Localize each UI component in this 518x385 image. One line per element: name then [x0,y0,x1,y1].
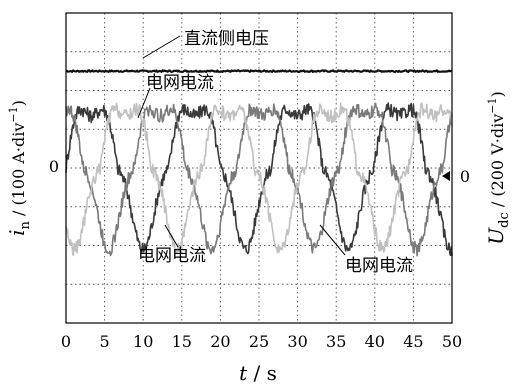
x-tick-label: 40 [365,332,385,351]
dc-zero-arrow [442,171,450,181]
y-zero-label-right: 0 [460,167,470,186]
series-group [65,69,453,257]
y-axis-label-right: Udc / (200 V·div−1) [484,91,512,244]
annotation-leader-current-right [319,224,346,256]
y-zero-label-left: 0 [49,157,59,176]
annotation-leader-dc [142,35,181,59]
x-tick-label: 35 [326,332,346,351]
x-axis-label: t / s [239,361,277,385]
x-tick-label: 25 [249,332,269,351]
annotation-leader-current-left [164,224,179,248]
x-tick-label: 30 [287,332,307,351]
x-tick-labels: 0 5 10 15 20 25 30 35 40 45 50 [61,332,462,351]
grid-current-line [65,102,453,257]
x-tick-label: 15 [172,332,192,351]
annotation-leader-current-top [137,87,151,119]
dc-voltage-line [65,69,453,73]
annotation-grid-current-right: 电网电流 [345,256,413,276]
x-tick-label: 50 [442,332,462,351]
grid-current-line [65,102,453,257]
x-tick-label: 20 [210,332,230,351]
x-tick-label: 0 [61,332,71,351]
plot-frame [65,12,453,324]
x-tick-label: 10 [133,332,153,351]
annotation-dc-voltage: 直流侧电压 [184,29,269,49]
annotation-grid-current-top: 电网电流 [146,73,214,93]
y-axis-label-left: in / (100 A·div−1) [5,100,33,236]
annotation-grid-current-left: 电网电流 [138,246,206,266]
x-tick-label: 5 [100,332,110,351]
x-tick-label: 45 [403,332,423,351]
grid-current-line [65,102,453,256]
